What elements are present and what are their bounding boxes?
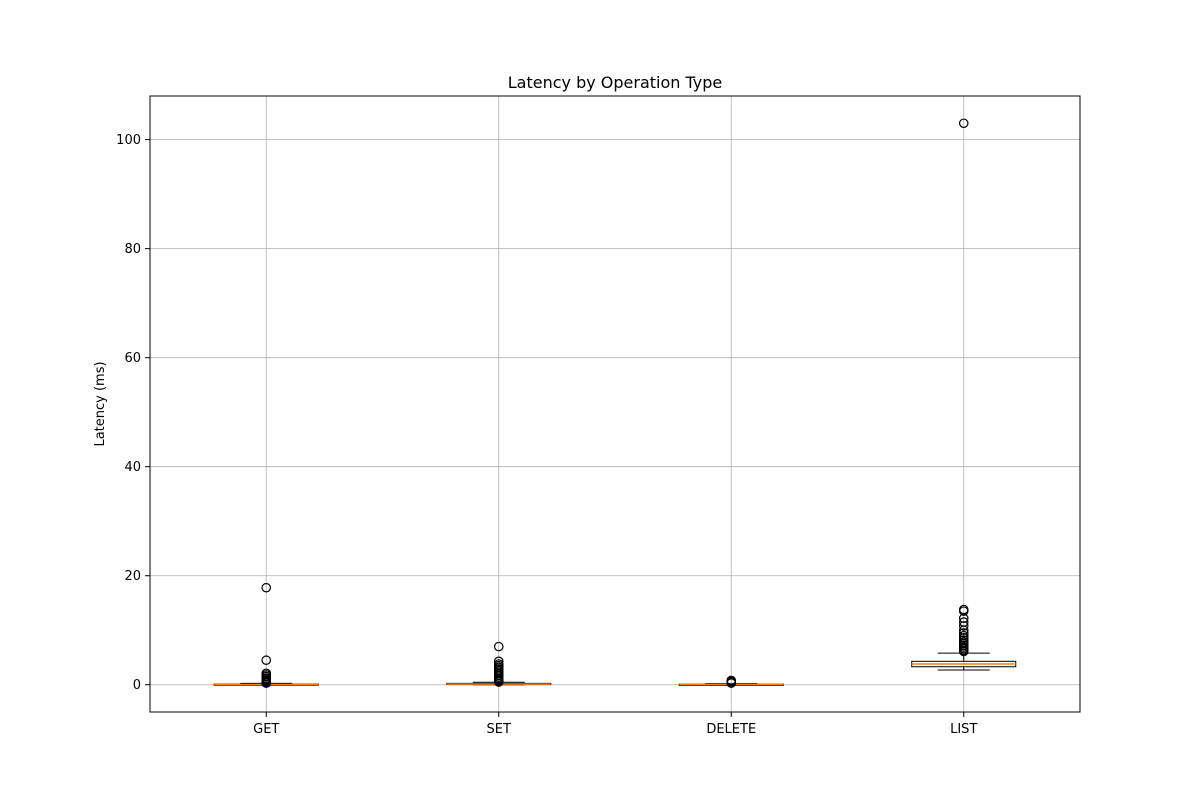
outlier-point bbox=[958, 625, 969, 636]
outlier-point bbox=[726, 678, 737, 688]
outlier-point bbox=[493, 677, 504, 687]
box-set bbox=[446, 641, 552, 687]
y-axis-label: Latency (ms) bbox=[93, 361, 108, 446]
outlier-point bbox=[958, 646, 969, 657]
boxes-layer bbox=[213, 118, 1017, 688]
outlier-point bbox=[493, 656, 504, 667]
outlier-point bbox=[261, 655, 272, 666]
y-tick-label: 20 bbox=[124, 569, 141, 584]
x-tick-label: GET bbox=[253, 722, 279, 737]
x-tick-label: LIST bbox=[950, 722, 977, 737]
grid-layer bbox=[150, 96, 1080, 712]
outlier-point bbox=[958, 621, 969, 631]
outlier-point bbox=[261, 678, 272, 688]
outlier-point bbox=[958, 606, 969, 616]
chart-title: Latency by Operation Type bbox=[508, 73, 723, 92]
y-tick-label: 100 bbox=[116, 133, 141, 148]
y-tick-label: 40 bbox=[124, 460, 141, 475]
x-axis-ticks: GET SET DELETE LIST bbox=[253, 712, 977, 737]
outlier-point bbox=[958, 118, 969, 129]
outlier-point bbox=[958, 628, 969, 638]
y-tick-label: 60 bbox=[124, 351, 141, 366]
outlier-point bbox=[493, 641, 504, 652]
box-delete bbox=[678, 675, 784, 688]
outlier-point bbox=[261, 582, 272, 593]
x-tick-label: DELETE bbox=[706, 722, 756, 737]
y-tick-label: 0 bbox=[133, 678, 141, 693]
y-axis-ticks: 0 20 40 60 80 100 bbox=[116, 133, 150, 693]
x-tick-label: SET bbox=[487, 722, 511, 737]
box-list bbox=[911, 118, 1017, 671]
y-tick-label: 80 bbox=[124, 242, 141, 257]
outlier-point bbox=[958, 613, 969, 624]
box-get bbox=[213, 582, 319, 688]
plot-frame bbox=[149, 95, 1081, 713]
